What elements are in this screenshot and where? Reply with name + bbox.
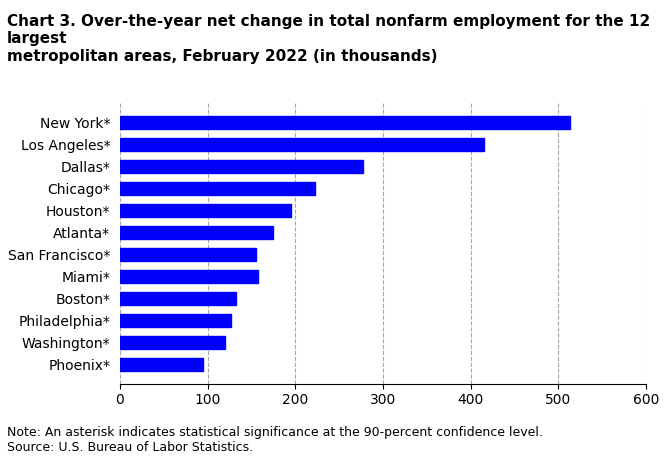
Bar: [120, 226, 273, 239]
Bar: [120, 292, 236, 305]
Bar: [120, 160, 363, 173]
Bar: [120, 248, 256, 261]
Bar: [120, 138, 484, 151]
Bar: [120, 336, 225, 349]
Bar: [120, 182, 314, 195]
Bar: [120, 204, 291, 217]
Text: Note: An asterisk indicates statistical significance at the 90-percent confidenc: Note: An asterisk indicates statistical …: [7, 426, 543, 454]
Bar: [120, 358, 203, 371]
Bar: [120, 270, 258, 283]
Bar: [120, 116, 569, 129]
Text: Chart 3. Over-the-year net change in total nonfarm employment for the 12 largest: Chart 3. Over-the-year net change in tot…: [7, 14, 650, 64]
Bar: [120, 314, 231, 327]
